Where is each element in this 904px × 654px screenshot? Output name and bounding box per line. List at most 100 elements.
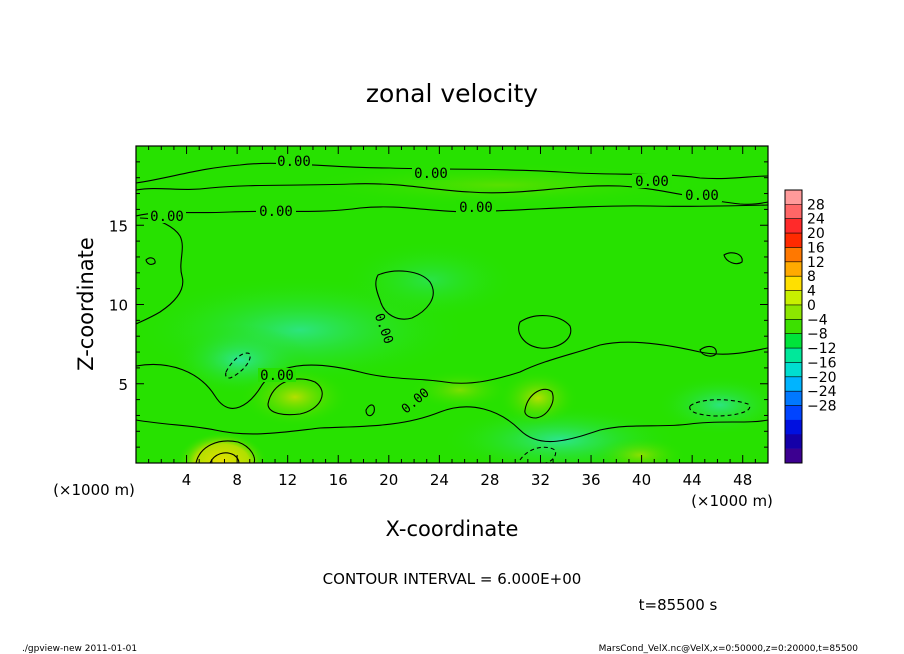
- contour-label-bg: [256, 204, 296, 218]
- field-patch-neg: [340, 240, 520, 320]
- contour-label-bg: [632, 174, 672, 188]
- colorbar-swatch: [785, 276, 802, 291]
- chart-title: zonal velocity: [366, 79, 538, 108]
- field-patch-neg: [655, 375, 768, 435]
- contour-label-bg: [456, 200, 496, 214]
- x-tick-label: 4: [182, 471, 192, 489]
- contour-zero-mid: [136, 204, 768, 217]
- contour-label: 0.00: [635, 174, 669, 190]
- colorbar-swatch: [785, 391, 802, 406]
- contour-label: 0.00: [277, 154, 311, 170]
- x-tick-label: 36: [581, 471, 600, 489]
- contour-label: 0.00: [414, 166, 448, 182]
- contour-small: [723, 252, 743, 265]
- field-patch-pos: [595, 437, 685, 463]
- colorbar-label: 24: [807, 212, 825, 228]
- colorbar-label: −8: [807, 327, 828, 343]
- colorbar-swatch: [785, 448, 802, 464]
- contour-pos-6: [267, 378, 323, 416]
- x-tick-label: 44: [683, 471, 702, 489]
- contour-zero-blob: [375, 270, 434, 320]
- colorbar-swatch: [785, 333, 802, 349]
- colorbar-swatch: [785, 319, 802, 334]
- contour-small: [145, 257, 156, 265]
- contour-pos-6: [524, 388, 554, 419]
- contour-label-bg: [682, 188, 722, 202]
- colorbar-frame: [784, 189, 803, 464]
- contour-small: [365, 404, 375, 417]
- contour-label-bg: [276, 154, 312, 168]
- y-tick-label: 10: [109, 297, 128, 315]
- colorbar-swatch: [785, 204, 802, 220]
- contour-zero-blob: [518, 315, 572, 349]
- colorbar-swatch: [785, 405, 802, 421]
- colorbar-label: −28: [807, 399, 837, 415]
- x-tick-label: 32: [531, 471, 550, 489]
- contour-zero-bottom: [136, 406, 768, 443]
- footer-left: ./gpview-new 2011-01-01: [22, 644, 137, 654]
- y-axis-label: Z-coordinate: [74, 237, 98, 371]
- colorbar-swatch: [785, 362, 802, 378]
- contour-small: [699, 345, 717, 357]
- colorbar-label: −4: [807, 312, 828, 328]
- x-tick-label: 12: [278, 471, 297, 489]
- contour-label-bg: [258, 368, 296, 382]
- x-tick-label: 28: [480, 471, 499, 489]
- y-axis-unit-label: (×1000 m): [53, 481, 135, 499]
- contour-label-bg: [412, 166, 450, 180]
- contour-zero-lower: [136, 341, 768, 409]
- x-tick-label: 48: [733, 471, 752, 489]
- x-axis-ticks: 4 8 12 16 20 24 28 32 36 40 44 48: [148, 146, 756, 489]
- colorbar-label: −24: [807, 384, 837, 400]
- contour-label: 0.00: [685, 188, 719, 204]
- x-tick-label: 16: [329, 471, 348, 489]
- x-axis-unit-label: (×1000 m): [691, 492, 773, 510]
- contour-zero-left: [136, 217, 184, 325]
- y-tick-label: 15: [109, 217, 128, 235]
- heatmap-field: [136, 146, 768, 463]
- colorbar-label: 12: [807, 255, 825, 271]
- y-axis-ticks: 5 10 15: [109, 161, 768, 448]
- colorbar-label: −16: [807, 355, 837, 371]
- colorbar-label: 20: [807, 226, 825, 242]
- contour-pos-12: [209, 452, 240, 463]
- colorbar-swatch: [785, 304, 802, 320]
- x-axis-label: X-coordinate: [386, 517, 519, 541]
- colorbar-swatch: [785, 434, 802, 449]
- contour-label: 0.00: [259, 204, 293, 220]
- colorbar-swatch: [785, 419, 802, 435]
- contour-label: 0.00: [150, 209, 184, 225]
- colorbar-swatch: [785, 218, 802, 234]
- time-label: t=85500 s: [639, 596, 718, 614]
- colorbar-swatch: [785, 290, 802, 306]
- y-tick-label: 5: [118, 376, 128, 394]
- colorbar-swatch: [785, 348, 802, 363]
- colorbar-label: 4: [807, 284, 816, 300]
- x-tick-label: 24: [430, 471, 449, 489]
- colorbar-label: −20: [807, 370, 837, 386]
- colorbar-swatch: [785, 233, 802, 248]
- colorbar-swatch: [785, 247, 802, 263]
- contour-label: 0.00: [459, 200, 493, 216]
- colorbar-label: 0: [807, 298, 816, 314]
- contour-label: 0.00: [260, 368, 294, 384]
- colorbar-swatch: [785, 190, 802, 205]
- field-patch-pos: [410, 370, 510, 410]
- colorbar-swatch: [785, 376, 802, 392]
- contour-neg-6: [689, 399, 751, 417]
- colorbar-swatch: [785, 261, 802, 277]
- x-tick-label: 20: [379, 471, 398, 489]
- x-tick-label: 8: [232, 471, 242, 489]
- footer-right: MarsCond_VelX.nc@VelX,x=0:50000,z=0:2000…: [599, 644, 859, 654]
- contour-labels: 0.00 0.00 0.00 0.00 0.00 0.00 0.00 0.00 …: [148, 154, 722, 417]
- x-tick-label: 40: [632, 471, 651, 489]
- field-patch-pos: [498, 370, 578, 426]
- contour-pos-6: [195, 440, 256, 463]
- colorbar-label: 8: [807, 269, 816, 285]
- contour-interval: CONTOUR INTERVAL = 6.000E+00: [323, 570, 582, 588]
- colorbar-label: −12: [807, 341, 837, 357]
- contour-zero-top: [136, 162, 768, 184]
- colorbar-label: 16: [807, 240, 825, 256]
